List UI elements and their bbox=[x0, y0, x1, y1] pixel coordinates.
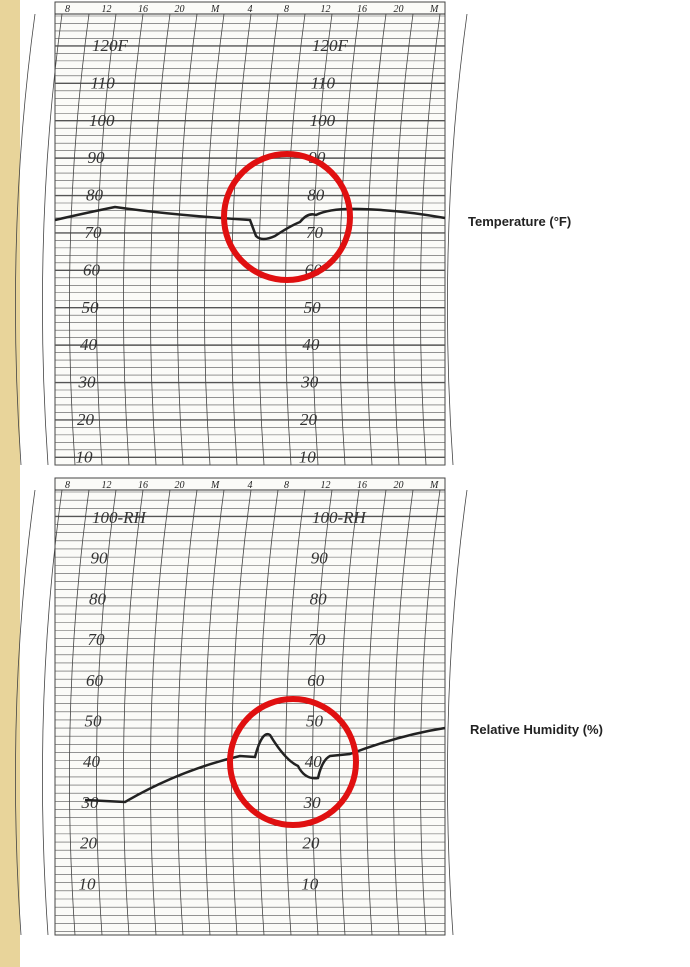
caption: Relative Humidity (%) bbox=[470, 722, 603, 737]
scale-label: 60 bbox=[86, 671, 104, 690]
scale-label: 40 bbox=[83, 752, 101, 771]
time-label: 20 bbox=[394, 4, 404, 15]
scale-label: 10 bbox=[79, 874, 97, 893]
scale-label: 80 bbox=[86, 186, 104, 205]
time-label: 16 bbox=[138, 480, 148, 491]
time-label: 12 bbox=[102, 480, 112, 491]
time-label: 8 bbox=[65, 4, 70, 15]
figure: Temperature (°F) Relative Humidity (%) 8… bbox=[0, 0, 690, 967]
scale-label: 20 bbox=[300, 410, 318, 429]
time-label: 12 bbox=[321, 4, 331, 15]
time-label: 8 bbox=[284, 4, 289, 15]
time-arc bbox=[447, 490, 467, 935]
time-label: 16 bbox=[357, 480, 367, 491]
scale-label: 40 bbox=[80, 335, 98, 354]
scale-label: 50 bbox=[306, 712, 324, 731]
time-label: 16 bbox=[138, 4, 148, 15]
time-arc bbox=[15, 490, 35, 935]
scale-label: 70 bbox=[308, 630, 326, 649]
scale-label: 70 bbox=[88, 630, 106, 649]
scale-label: 50 bbox=[85, 712, 103, 731]
scale-label: 20 bbox=[80, 834, 98, 853]
scale-label: 90 bbox=[311, 549, 329, 568]
scale-label: 120F bbox=[92, 36, 129, 55]
scale-label: 10 bbox=[76, 447, 94, 466]
scale-label: 40 bbox=[302, 335, 320, 354]
scale-label: 100-RH bbox=[92, 508, 148, 527]
time-arc bbox=[15, 14, 35, 465]
scale-label: 100 bbox=[89, 111, 115, 130]
time-label: 4 bbox=[248, 4, 253, 15]
scale-label: 90 bbox=[88, 148, 106, 167]
scale-label: 10 bbox=[301, 874, 319, 893]
time-label: M bbox=[210, 480, 220, 491]
scale-label: 50 bbox=[304, 298, 322, 317]
scale-label: 110 bbox=[91, 73, 116, 92]
time-label: 20 bbox=[394, 480, 404, 491]
scale-label: 100 bbox=[310, 111, 336, 130]
caption: Temperature (°F) bbox=[468, 214, 571, 229]
time-label: M bbox=[429, 4, 439, 15]
time-label: 8 bbox=[65, 480, 70, 491]
time-label: M bbox=[429, 480, 439, 491]
time-arc bbox=[447, 14, 467, 465]
scale-label: 20 bbox=[77, 410, 95, 429]
scale-label: 60 bbox=[307, 671, 325, 690]
time-label: 16 bbox=[357, 4, 367, 15]
scale-label: 110 bbox=[311, 73, 336, 92]
time-label: 20 bbox=[175, 4, 185, 15]
time-label: 8 bbox=[284, 480, 289, 491]
scale-label: 10 bbox=[299, 447, 317, 466]
page: Temperature (°F) Relative Humidity (%) 8… bbox=[0, 0, 690, 967]
time-label: 12 bbox=[102, 4, 112, 15]
scale-label: 120F bbox=[312, 36, 349, 55]
scale-label: 30 bbox=[303, 793, 322, 812]
time-label: 12 bbox=[321, 480, 331, 491]
time-label: M bbox=[210, 4, 220, 15]
scale-label: 50 bbox=[82, 298, 100, 317]
time-label: 4 bbox=[248, 480, 253, 491]
scale-label: 70 bbox=[306, 223, 324, 242]
scale-label: 80 bbox=[307, 186, 325, 205]
scale-label: 80 bbox=[310, 589, 328, 608]
scale-label: 20 bbox=[302, 834, 320, 853]
scale-label: 30 bbox=[81, 793, 100, 812]
scale-label: 70 bbox=[85, 223, 103, 242]
scale-label: 30 bbox=[78, 373, 97, 392]
scale-label: 80 bbox=[89, 589, 107, 608]
scale-label: 90 bbox=[91, 549, 109, 568]
scale-label: 60 bbox=[83, 260, 101, 279]
time-label: 20 bbox=[175, 480, 185, 491]
scale-label: 30 bbox=[300, 373, 319, 392]
scale-label: 100-RH bbox=[312, 508, 368, 527]
